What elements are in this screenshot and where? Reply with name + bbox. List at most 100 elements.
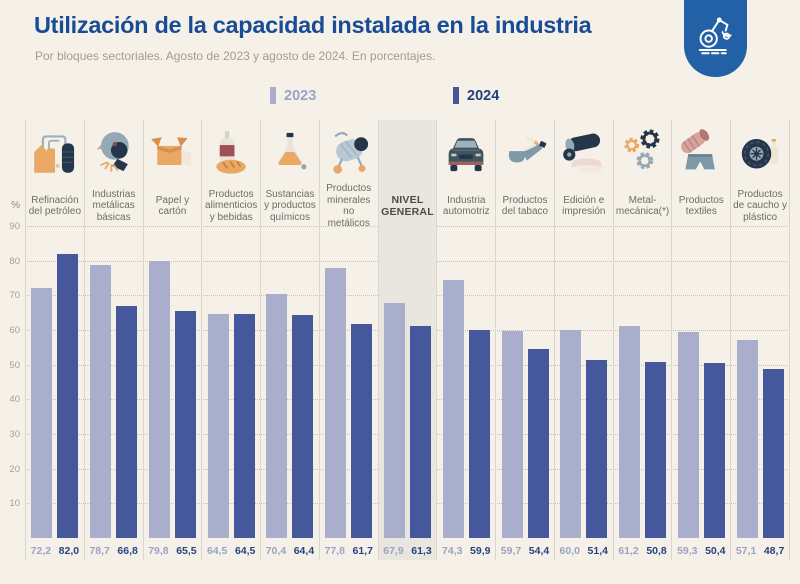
bar-group <box>202 314 260 538</box>
bar-group <box>555 330 613 538</box>
y-axis-unit: % <box>11 200 20 211</box>
bar-2023 <box>148 261 170 538</box>
bar-group <box>85 265 143 538</box>
page-subtitle: Por bloques sectoriales. Agosto de 2023 … <box>35 49 436 63</box>
bar-2023 <box>207 314 229 538</box>
bar-group <box>496 331 554 538</box>
bar-2024 <box>703 363 725 538</box>
sector-column: Industrias metálicas básicas 78,7 66,8 <box>83 120 143 560</box>
cement-mixer-icon <box>320 122 378 182</box>
legend-swatch-2023 <box>270 87 276 104</box>
value-labels: 79,8 65,5 <box>144 545 202 557</box>
value-2024: 48,7 <box>763 545 785 557</box>
bar-2023 <box>383 302 405 538</box>
bar-2024 <box>351 324 373 538</box>
y-tick-label: 80 <box>9 255 20 267</box>
bar-2024 <box>527 349 549 538</box>
bar-group <box>379 302 437 538</box>
value-2024: 64,5 <box>234 545 256 557</box>
oil-refinery-icon <box>26 122 84 182</box>
value-2023: 64,5 <box>206 545 228 557</box>
sector-label: Sustancias y productos químicos <box>264 188 316 223</box>
value-2023: 74,3 <box>442 545 463 557</box>
car-icon <box>437 122 495 182</box>
y-tick-label: 40 <box>9 394 20 406</box>
bar-2023 <box>736 340 758 538</box>
sector-column: Productos alimenticios y bebidas 64,5 64… <box>201 120 260 560</box>
value-2024: 82,0 <box>58 545 80 557</box>
tire-icon <box>731 122 789 182</box>
bar-2024 <box>233 314 255 538</box>
value-2023: 70,4 <box>265 545 287 557</box>
value-2023: 72,2 <box>30 545 52 557</box>
food-beverage-icon <box>202 122 260 182</box>
sector-label: Productos alimenticios y bebidas <box>205 188 258 223</box>
logo-badge <box>684 0 747 77</box>
y-tick-label: 50 <box>9 359 20 371</box>
sector-label: Productos minerales no metálicos <box>326 183 372 229</box>
sector-column: Industria automotriz 74,3 59,9 <box>436 120 495 560</box>
bar-group <box>261 293 319 538</box>
bar-2023 <box>266 293 288 538</box>
value-labels: 78,7 66,8 <box>85 545 143 557</box>
bar-2024 <box>409 325 431 538</box>
chart: % 90 80 70 60 50 40 30 20 10 Refinación del petró… <box>9 120 790 560</box>
value-labels: 61,2 50,8 <box>614 545 672 557</box>
value-2024: 59,9 <box>470 545 491 557</box>
sector-label: Metal-mecánica(*) <box>615 194 670 218</box>
bar-2024 <box>762 369 784 538</box>
bar-2023 <box>442 280 464 538</box>
y-tick-label: 60 <box>9 325 20 336</box>
sector-icon <box>379 122 437 182</box>
gears-icon <box>614 122 672 182</box>
sector-label: Refinación del petróleo <box>28 194 82 218</box>
bar-2023 <box>90 265 112 538</box>
legend-label-2024: 2024 <box>467 87 500 104</box>
y-tick-label: 90 <box>9 221 20 232</box>
value-2023: 59,3 <box>677 545 698 557</box>
value-2024: 51,4 <box>587 545 608 557</box>
value-2023: 67,9 <box>383 545 404 557</box>
metal-grinding-icon <box>85 122 143 182</box>
legend-swatch-2024 <box>453 87 459 104</box>
sector-label: Industria automotriz <box>442 194 490 218</box>
value-labels: 59,3 50,4 <box>672 545 730 557</box>
value-labels: 74,3 59,9 <box>437 545 495 557</box>
sector-label: Edición e impresión <box>562 194 606 218</box>
bar-2023 <box>325 268 347 538</box>
textile-icon <box>672 122 730 182</box>
bar-2024 <box>645 361 667 538</box>
y-tick-label: 10 <box>9 498 20 510</box>
sector-column: Metal-mecánica(*) 61,2 50,8 <box>612 120 672 560</box>
value-2023: 59,7 <box>500 545 522 557</box>
sector-column: NIVEL GENERAL 67,9 61,3 <box>377 120 437 560</box>
sector-label: NIVEL GENERAL <box>381 193 434 218</box>
sector-column: Productos del tabaco 59,7 54,4 <box>495 120 554 560</box>
sector-label: Productos de caucho y plástico <box>733 188 788 223</box>
sector-column: Sustancias y productos químicos 70,4 64,… <box>260 120 319 560</box>
bar-group <box>26 253 84 538</box>
value-labels: 57,1 48,7 <box>731 545 789 557</box>
tobacco-pipe-icon <box>496 122 554 182</box>
bar-group <box>144 261 202 538</box>
value-2024: 54,4 <box>528 545 550 557</box>
value-2024: 65,5 <box>176 545 197 557</box>
value-2024: 61,7 <box>352 545 373 557</box>
chemical-flask-icon <box>261 122 319 182</box>
value-2024: 50,8 <box>646 545 667 557</box>
bar-group <box>437 280 495 538</box>
sector-label: Papel y cartón <box>155 194 190 218</box>
sector-label: Productos del tabaco <box>501 194 549 218</box>
legend-item-2024: 2024 <box>453 87 499 104</box>
sector-column: Papel y cartón 79,8 65,5 <box>142 120 202 560</box>
cardboard-box-icon <box>144 122 202 182</box>
sector-column: Productos de caucho y plástico 57,1 48,7 <box>730 120 790 560</box>
value-2024: 50,4 <box>705 545 726 557</box>
value-labels: 72,2 82,0 <box>26 545 84 557</box>
value-labels: 64,5 64,5 <box>202 545 260 557</box>
sector-column: Productos minerales no metálicos 77,8 61… <box>318 120 378 560</box>
bar-2023 <box>31 287 53 538</box>
bar-2023 <box>677 332 699 538</box>
printing-press-icon <box>555 122 613 182</box>
